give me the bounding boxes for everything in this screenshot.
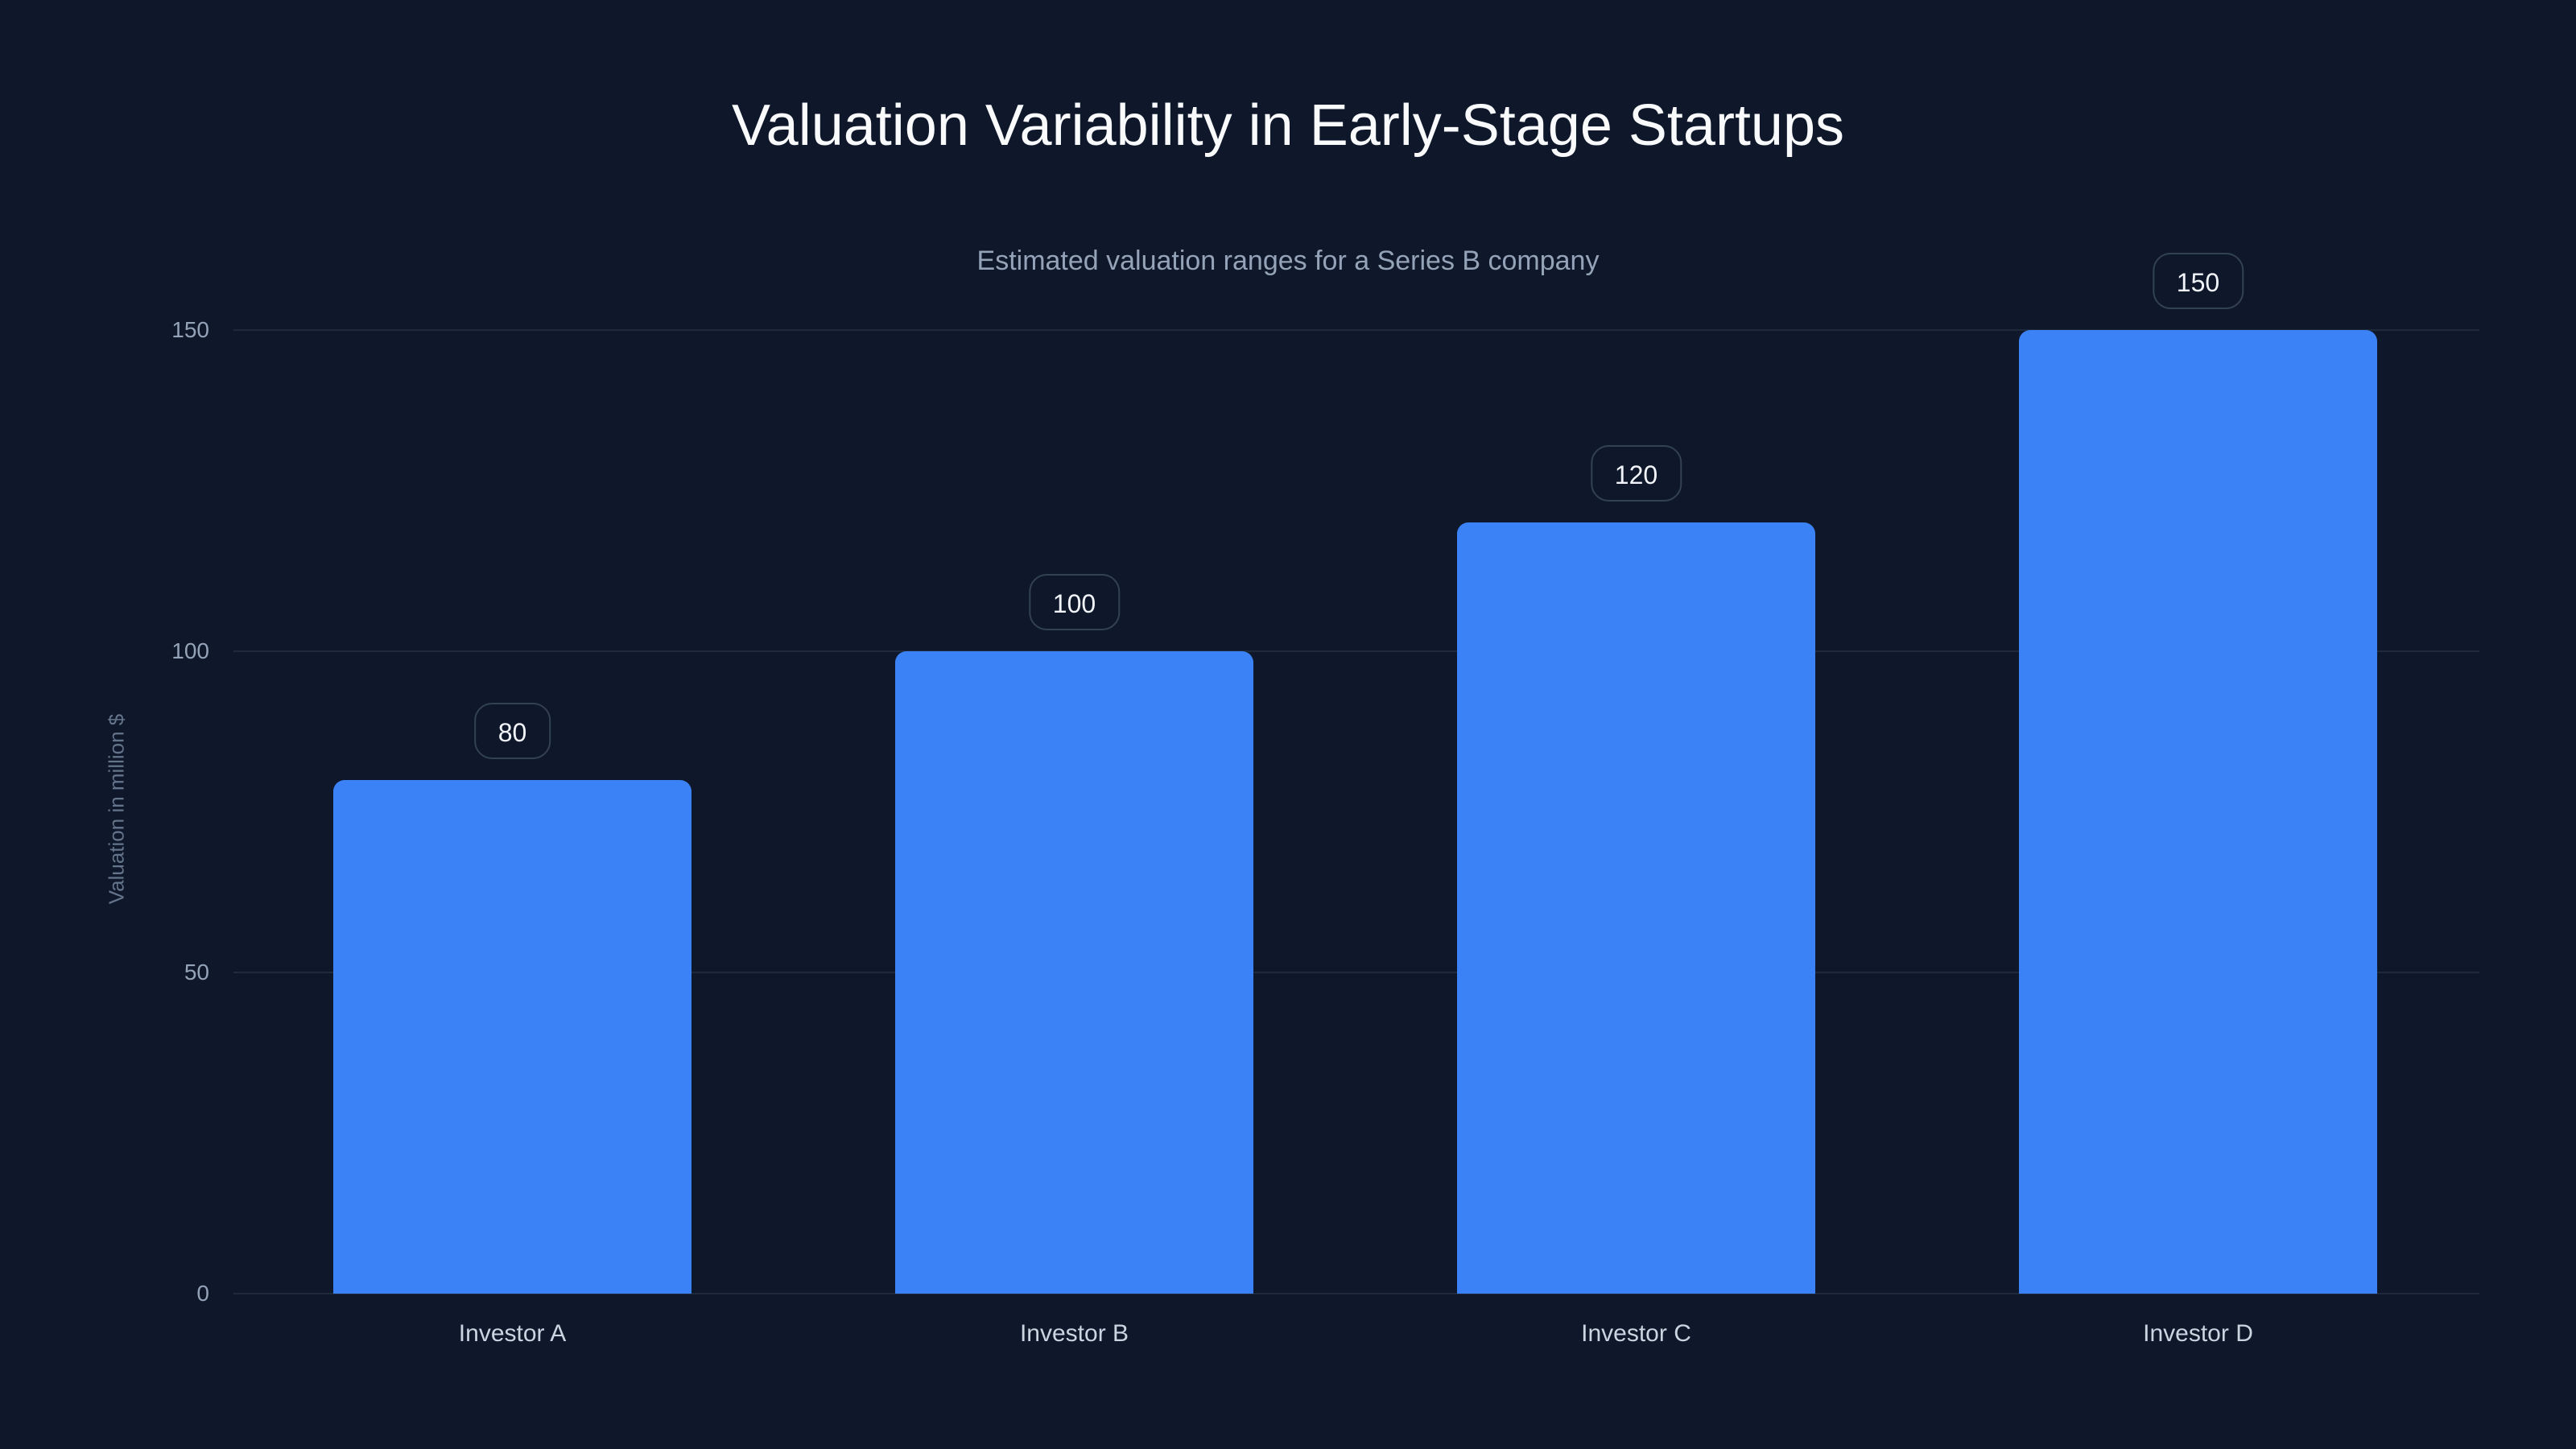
- value-label: 120: [1590, 445, 1682, 502]
- x-tick-label: Investor D: [2143, 1320, 2253, 1347]
- gridline: [233, 650, 2479, 652]
- y-tick-label: 0: [196, 1281, 209, 1306]
- gridline: [233, 1293, 2479, 1294]
- bar[interactable]: [333, 779, 691, 1294]
- chart-subtitle: Estimated valuation ranges for a Series …: [976, 246, 1600, 276]
- value-label: 80: [473, 702, 551, 759]
- value-label: 100: [1028, 574, 1121, 630]
- bar[interactable]: [1457, 522, 1815, 1294]
- x-tick-label: Investor C: [1581, 1320, 1691, 1347]
- x-tick-label: Investor A: [458, 1320, 567, 1347]
- y-tick-label: 150: [171, 317, 209, 342]
- y-tick-label: 100: [171, 638, 209, 663]
- value-label: 150: [2152, 253, 2244, 309]
- plot-area: 80 100 120 150: [233, 253, 2479, 1294]
- bar[interactable]: [895, 651, 1253, 1294]
- y-axis-label: Valuation in million $: [104, 713, 129, 905]
- y-tick-label: 50: [184, 960, 209, 985]
- gridline: [233, 329, 2479, 331]
- gridline: [233, 972, 2479, 973]
- chart-title: Valuation Variability in Early-Stage Sta…: [731, 93, 1845, 158]
- bar[interactable]: [2019, 330, 2377, 1294]
- x-tick-label: Investor B: [1019, 1320, 1129, 1347]
